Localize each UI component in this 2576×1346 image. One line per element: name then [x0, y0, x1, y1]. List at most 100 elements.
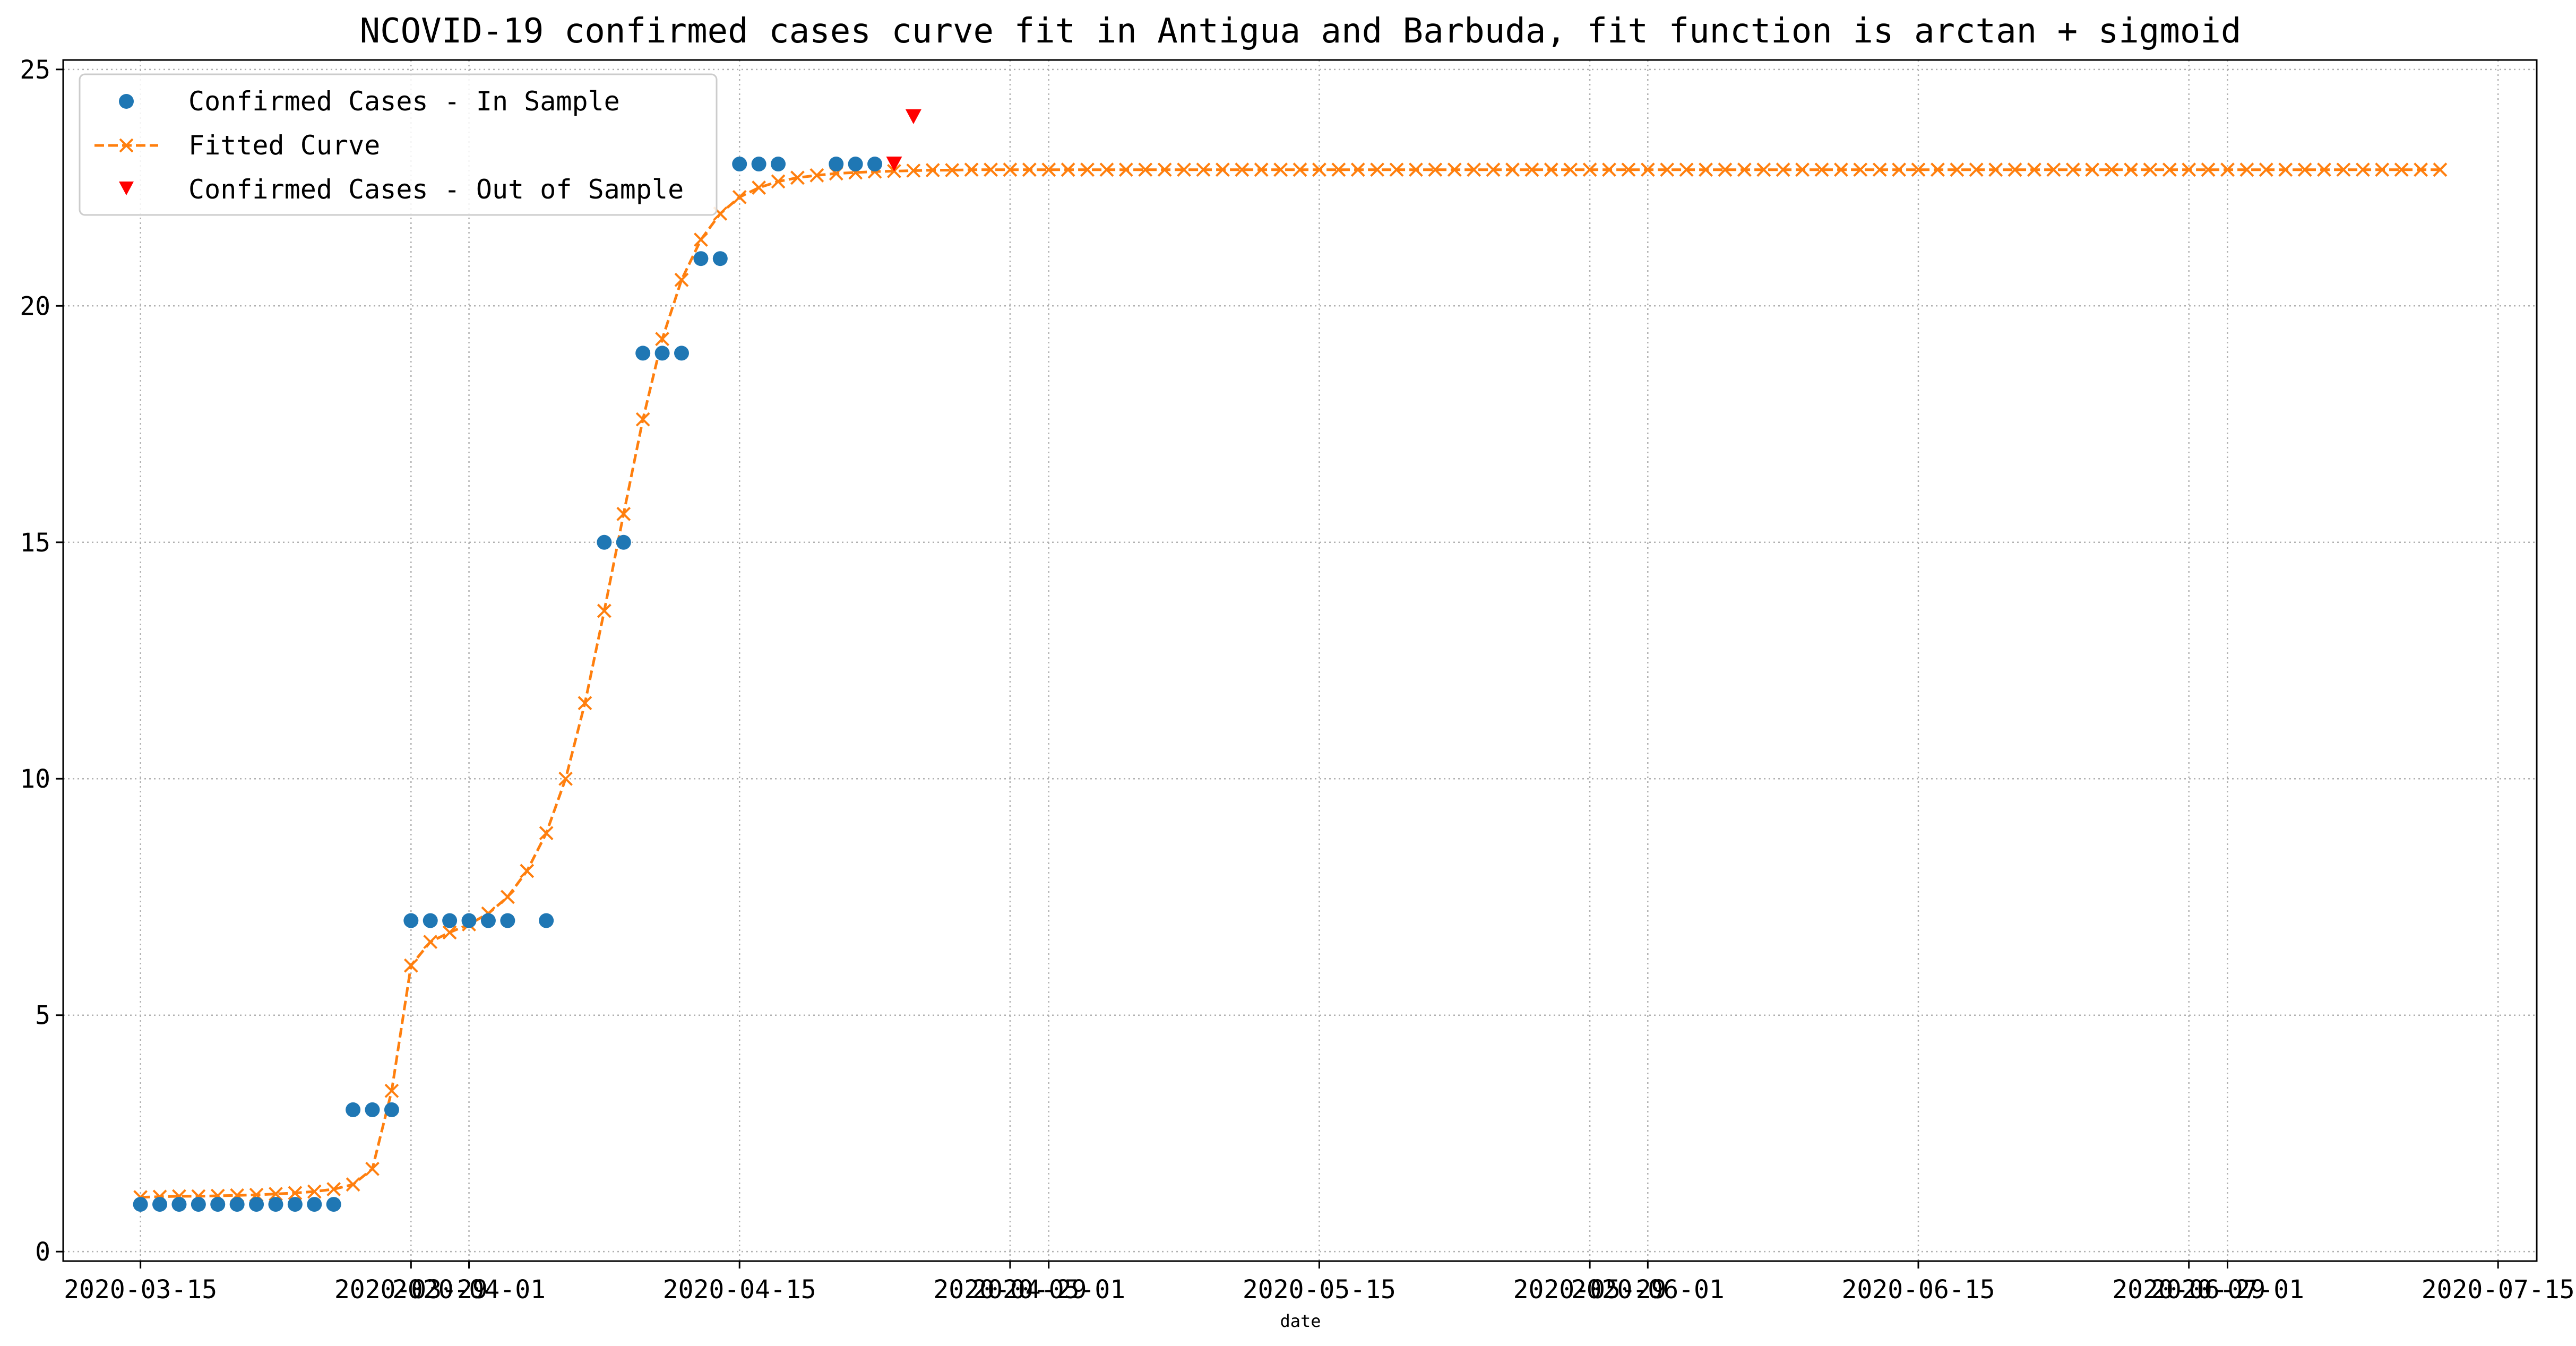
- fitted-point-marker: [1911, 162, 1926, 177]
- fitted-point-marker: [1679, 162, 1694, 177]
- fitted-point-marker: [906, 163, 921, 178]
- fitted-point-marker: [500, 890, 515, 904]
- fitted-point-marker: [1524, 162, 1539, 177]
- x-tick-label: 2020-03-29: [334, 1275, 488, 1305]
- fitted-point-marker: [1215, 162, 1230, 177]
- legend-in-sample-marker: [119, 94, 134, 109]
- fitted-point-marker: [1080, 162, 1095, 177]
- legend-out-sample-label: Confirmed Cases - Out of Sample: [188, 174, 684, 205]
- fitted-point-marker: [2278, 162, 2293, 177]
- fitted-point-marker: [1293, 162, 1307, 177]
- y-tick-label: 0: [35, 1237, 50, 1267]
- fitted-point-marker: [1041, 162, 1056, 177]
- fitted-point-marker: [2297, 162, 2312, 177]
- fitted-point-marker: [2201, 162, 2216, 177]
- fitted-point-marker: [1312, 162, 1326, 177]
- fitted-point-marker: [1833, 162, 1848, 177]
- fitted-point-marker: [1640, 162, 1655, 177]
- fitted-point-marker: [1273, 162, 1288, 177]
- legend-fitted-label: Fitted Curve: [188, 130, 380, 161]
- in-sample-point: [539, 913, 554, 928]
- fitted-point-marker: [1737, 162, 1752, 177]
- fitted-point-marker: [1718, 162, 1733, 177]
- in-sample-point: [152, 1197, 168, 1212]
- legend-fitted-marker: [119, 138, 134, 153]
- fitted-point-marker: [307, 1184, 322, 1199]
- in-sample-point: [616, 534, 631, 550]
- y-axis: 0 5 10 15 20 25: [20, 55, 63, 1267]
- fitted-point-marker: [1157, 162, 1172, 177]
- fitted-point-marker: [578, 696, 592, 711]
- x-tick-label: 2020-06-29: [2112, 1275, 2265, 1305]
- in-sample-point: [635, 346, 651, 361]
- fitted-point-marker: [2104, 162, 2119, 177]
- fitted-point-marker: [1428, 162, 1443, 177]
- fitted-point-marker: [346, 1177, 360, 1192]
- legend-out-sample-marker: [119, 182, 134, 195]
- in-sample-point: [326, 1197, 341, 1212]
- in-sample-point: [674, 346, 689, 361]
- x-tick-label: 2020-04-29: [933, 1275, 1087, 1305]
- fitted-point-marker: [732, 189, 747, 204]
- fitted-point-marker: [558, 771, 573, 786]
- fitted-point-marker: [539, 826, 554, 841]
- fitted-point-marker: [635, 412, 650, 427]
- fitted-point-marker: [2162, 162, 2177, 177]
- y-tick-label: 15: [20, 528, 50, 558]
- fitted-point-marker: [1447, 162, 1462, 177]
- fitted-point-marker: [1602, 162, 1616, 177]
- fitted-point-marker: [1254, 162, 1269, 177]
- fitted-point-marker: [2220, 162, 2235, 177]
- fitted-point-marker: [2182, 162, 2196, 177]
- x-tick-label: 2020-07-15: [2422, 1275, 2575, 1305]
- fitted-point-marker: [1621, 162, 1636, 177]
- x-tick-label: 2020-07-01: [2151, 1275, 2304, 1305]
- in-sample-point: [171, 1197, 187, 1212]
- x-tick-label: 2020-04-01: [392, 1275, 546, 1305]
- fitted-point-marker: [2008, 162, 2022, 177]
- fitted-point-marker: [945, 163, 960, 178]
- fitted-point-marker: [790, 170, 805, 185]
- fitted-curve-series: [133, 162, 2448, 1205]
- x-tick-label: 2020-04-15: [663, 1275, 816, 1305]
- plot-frame: [62, 59, 2538, 1262]
- fitted-point-marker: [964, 162, 979, 177]
- fitted-point-marker: [288, 1186, 303, 1201]
- fitted-point-marker: [984, 162, 998, 177]
- fitted-point-marker: [423, 935, 438, 950]
- grid: [63, 60, 2537, 1261]
- legend: Confirmed Cases - In Sample Fitted Curve…: [79, 73, 718, 216]
- fitted-point-marker: [1950, 162, 1965, 177]
- fitted-point-marker: [1776, 162, 1790, 177]
- fitted-point-marker: [1988, 162, 2003, 177]
- fitted-point-marker: [1853, 162, 1868, 177]
- in-sample-point: [771, 157, 786, 172]
- x-tick-label: 2020-06-15: [1842, 1275, 1995, 1305]
- in-sample-point: [384, 1102, 399, 1117]
- fitted-curve-line: [140, 168, 2440, 1199]
- fitted-point-marker: [2336, 162, 2351, 177]
- fitted-point-marker: [1177, 162, 1191, 177]
- fitted-point-marker: [1699, 162, 1713, 177]
- y-tick-label: 25: [20, 55, 50, 85]
- fitted-point-marker: [326, 1182, 341, 1196]
- fitted-point-marker: [1138, 162, 1153, 177]
- fitted-point-marker: [1467, 162, 1481, 177]
- fitted-point-marker: [1872, 162, 1887, 177]
- fitted-point-marker: [655, 332, 670, 347]
- out-of-sample-point: [905, 109, 921, 124]
- fitted-point-marker: [1969, 162, 1984, 177]
- fitted-point-marker: [2375, 162, 2390, 177]
- in-sample-point: [307, 1197, 322, 1212]
- in-sample-point: [597, 534, 612, 550]
- y-tick-label: 10: [20, 764, 50, 794]
- fitted-point-marker: [693, 232, 708, 247]
- chart-title: NCOVID-19 confirmed cases curve fit in A…: [360, 12, 2242, 51]
- fitted-point-marker: [1118, 162, 1133, 177]
- in-sample-point: [423, 913, 438, 928]
- in-sample-point: [829, 157, 844, 172]
- in-sample-point: [442, 913, 458, 928]
- fitted-point-marker: [1486, 162, 1501, 177]
- fitted-point-marker: [674, 272, 689, 287]
